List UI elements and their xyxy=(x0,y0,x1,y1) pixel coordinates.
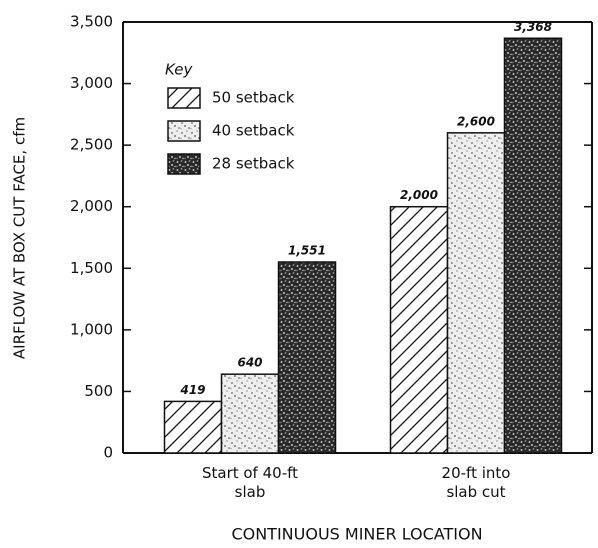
legend-label: 50 setback xyxy=(212,89,295,107)
y-tick-label: 3,000 xyxy=(70,74,113,92)
y-tick-label: 1,000 xyxy=(70,320,113,338)
legend-label: 40 setback xyxy=(212,122,295,140)
y-tick-label: 2,500 xyxy=(70,136,113,154)
y-tick-label: 500 xyxy=(84,382,113,400)
y-tick-label: 1,500 xyxy=(70,259,113,277)
y-tick-label: 2,000 xyxy=(70,197,113,215)
x-tick-label: 20-ft into slab cut xyxy=(441,464,511,501)
value-label: 2,000 xyxy=(400,188,438,202)
legend-swatch xyxy=(167,87,201,109)
value-label: 419 xyxy=(179,383,205,397)
bar xyxy=(163,400,223,454)
legend-swatch xyxy=(167,153,201,175)
legend-label: 28 setback xyxy=(212,155,295,173)
y-tick-label: 3,500 xyxy=(70,13,113,31)
y-tick-label: 0 xyxy=(103,444,113,462)
value-label: 3,368 xyxy=(514,20,552,34)
x-axis-title: CONTINUOUS MINER LOCATION xyxy=(231,525,482,544)
value-label: 640 xyxy=(237,356,262,370)
bar xyxy=(446,132,506,454)
bar xyxy=(220,373,280,454)
value-label: 1,551 xyxy=(288,244,326,258)
value-label: 2,600 xyxy=(457,114,495,128)
bar xyxy=(389,205,449,454)
legend-title: Key xyxy=(165,61,194,79)
bar xyxy=(503,37,563,454)
bar xyxy=(277,261,337,454)
legend-swatch xyxy=(167,120,201,142)
x-tick-label: Start of 40-ft slab xyxy=(201,464,299,501)
y-axis-title: AIRFLOW AT BOX CUT FACE, cfm xyxy=(11,117,29,359)
